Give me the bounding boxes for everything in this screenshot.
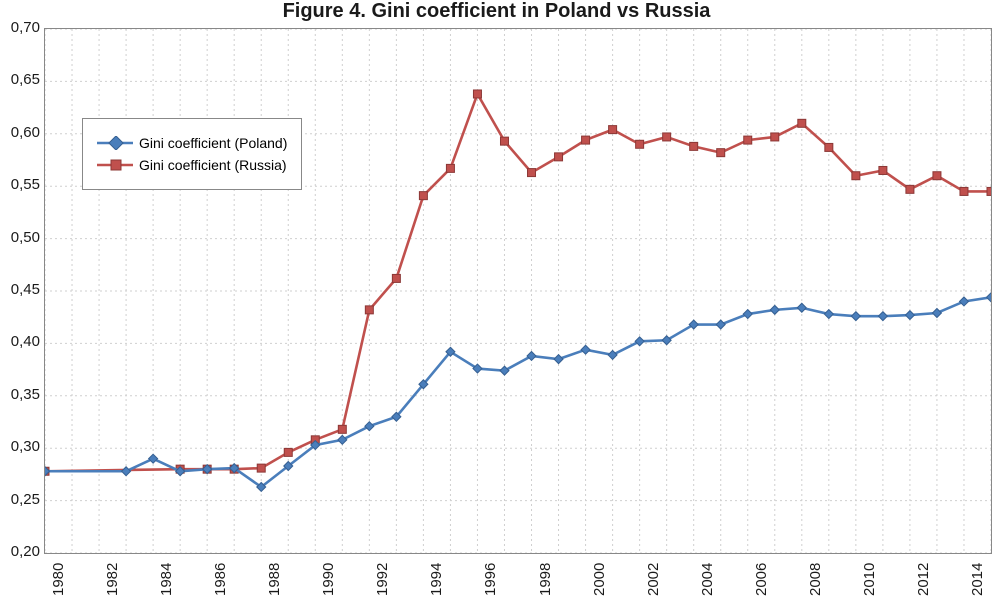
x-tick-label: 1996 [482, 563, 499, 596]
legend-swatch-poland [97, 136, 133, 150]
x-tick-label: 2000 [591, 563, 608, 596]
y-tick-label: 0,45 [0, 281, 40, 298]
legend-item-poland: Gini coefficient (Poland) [97, 135, 287, 151]
x-tick-label: 1994 [428, 563, 445, 596]
legend-label: Gini coefficient (Russia) [139, 157, 287, 173]
x-tick-label: 1990 [320, 563, 337, 596]
y-tick-label: 0,70 [0, 19, 40, 36]
x-tick-label: 2008 [807, 563, 824, 596]
y-tick-label: 0,55 [0, 176, 40, 193]
x-tick-label: 1980 [50, 563, 67, 596]
x-tick-label: 1998 [537, 563, 554, 596]
y-tick-label: 0,60 [0, 124, 40, 141]
x-tick-label: 1986 [212, 563, 229, 596]
x-tick-label: 2004 [699, 563, 716, 596]
y-tick-label: 0,25 [0, 491, 40, 508]
x-tick-label: 1992 [374, 563, 391, 596]
legend: Gini coefficient (Poland) Gini coefficie… [82, 118, 302, 190]
y-tick-label: 0,30 [0, 438, 40, 455]
legend-label: Gini coefficient (Poland) [139, 135, 287, 151]
x-tick-label: 2002 [645, 563, 662, 596]
x-tick-label: 1988 [266, 563, 283, 596]
y-tick-label: 0,35 [0, 386, 40, 403]
y-tick-label: 0,50 [0, 229, 40, 246]
x-tick-label: 2010 [861, 563, 878, 596]
legend-swatch-russia [97, 158, 133, 172]
legend-item-russia: Gini coefficient (Russia) [97, 157, 287, 173]
x-tick-label: 2012 [915, 563, 932, 596]
x-tick-label: 2014 [969, 563, 986, 596]
x-tick-label: 2006 [753, 563, 770, 596]
y-tick-label: 0,40 [0, 333, 40, 350]
y-tick-label: 0,20 [0, 543, 40, 560]
chart-title: Figure 4. Gini coefficient in Poland vs … [0, 0, 993, 23]
plot-area [44, 28, 992, 554]
y-tick-label: 0,65 [0, 71, 40, 88]
x-tick-label: 1982 [104, 563, 121, 596]
x-tick-label: 1984 [158, 563, 175, 596]
chart-svg [45, 29, 991, 553]
